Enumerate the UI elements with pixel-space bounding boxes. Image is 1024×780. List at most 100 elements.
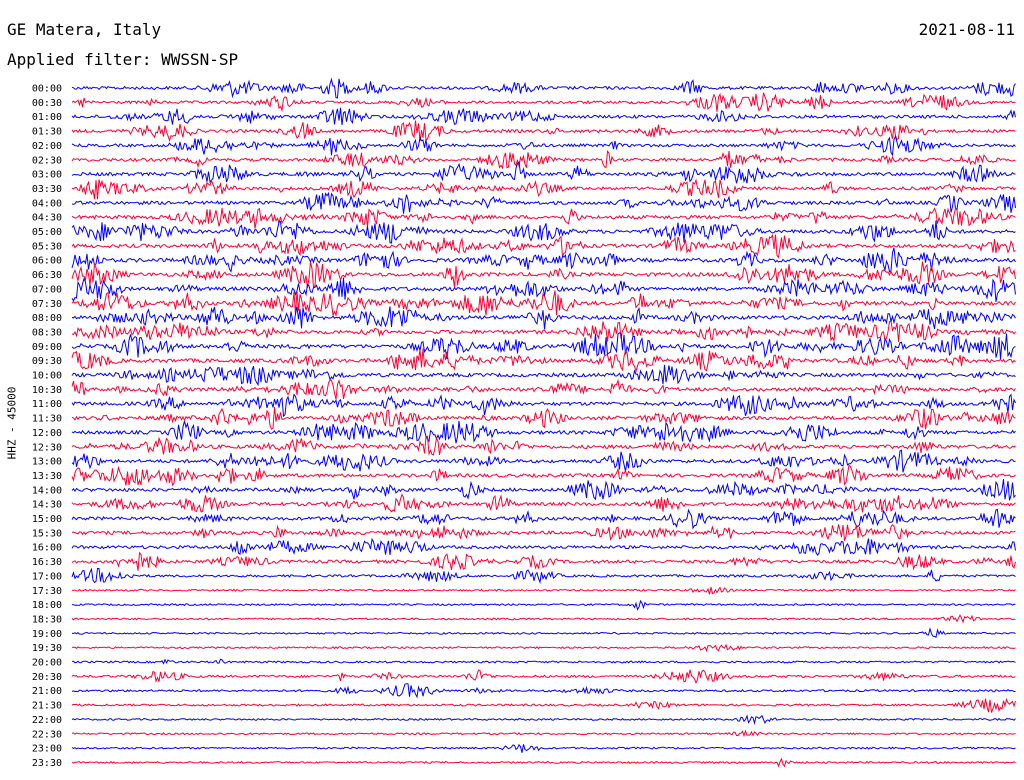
trace-line-1330 <box>71 464 1016 487</box>
trace-line-2130 <box>71 697 1016 713</box>
time-tick-label: 07:00 <box>32 284 62 295</box>
trace-line-1500 <box>71 508 1016 530</box>
trace-line-1030 <box>71 378 1016 400</box>
trace-line-1700 <box>71 567 1016 585</box>
time-tick-label: 02:00 <box>32 141 62 152</box>
trace-line-2230 <box>71 729 1016 738</box>
time-tick-label: 21:30 <box>32 701 62 712</box>
trace-line-1130 <box>71 406 1016 430</box>
trace-line-0230 <box>71 150 1016 170</box>
time-tick-label: 02:30 <box>32 155 62 166</box>
trace-line-0800 <box>71 306 1016 330</box>
time-tick-label: 13:00 <box>32 457 62 468</box>
trace-line-0000 <box>71 77 1016 99</box>
trace-line-1630 <box>71 551 1016 571</box>
time-tick-label: 18:30 <box>32 614 62 625</box>
trace-line-0330 <box>71 178 1016 200</box>
time-tick-label: 12:30 <box>32 442 62 453</box>
time-tick-label: 01:00 <box>32 112 62 123</box>
trace-line-1730 <box>72 586 1016 595</box>
trace-line-1930 <box>71 643 1016 652</box>
trace-line-0930 <box>71 348 1016 373</box>
trace-line-0630 <box>71 261 1016 289</box>
trace-line-0400 <box>71 191 1016 214</box>
time-tick-label: 03:00 <box>32 170 62 181</box>
time-tick-label: 12:00 <box>32 428 62 439</box>
time-tick-label: 18:00 <box>32 600 62 611</box>
time-tick-label: 05:30 <box>32 241 62 252</box>
trace-line-0300 <box>71 161 1016 184</box>
time-tick-label: 05:00 <box>32 227 62 238</box>
time-tick-label: 17:00 <box>32 571 62 582</box>
time-tick-label: 20:30 <box>32 672 62 683</box>
trace-line-2200 <box>71 714 1016 725</box>
time-tick-label: 00:30 <box>32 98 62 109</box>
trace-line-1600 <box>71 537 1016 556</box>
time-tick-label: 07:30 <box>32 299 62 310</box>
trace-line-1000 <box>71 364 1016 387</box>
time-tick-label: 04:30 <box>32 213 62 224</box>
time-tick-label: 11:30 <box>32 414 62 425</box>
trace-line-2100 <box>71 683 1016 699</box>
trace-line-0700 <box>71 277 1016 302</box>
trace-line-1230 <box>71 435 1016 456</box>
trace-line-0900 <box>71 332 1016 360</box>
trace-line-0130 <box>71 120 1016 143</box>
time-tick-label: 19:30 <box>32 643 62 654</box>
time-tick-label: 13:30 <box>32 471 62 482</box>
date-label: 2021-08-11 <box>918 20 1015 39</box>
trace-line-1530 <box>71 524 1016 541</box>
trace-line-0030 <box>71 92 1016 113</box>
time-tick-label: 22:00 <box>32 715 62 726</box>
trace-line-0600 <box>71 247 1016 273</box>
time-tick-label: 11:00 <box>32 399 62 410</box>
time-tick-label: 17:30 <box>32 586 62 597</box>
time-tick-label: 16:30 <box>32 557 62 568</box>
time-tick-label: 19:00 <box>32 629 62 640</box>
time-tick-label: 04:00 <box>32 198 62 209</box>
time-tick-label: 06:00 <box>32 256 62 267</box>
trace-line-1200 <box>71 420 1016 444</box>
trace-line-1900 <box>71 627 1016 638</box>
trace-line-2330 <box>71 757 1016 768</box>
time-tick-label: 00:00 <box>32 84 62 95</box>
time-tick-label: 23:30 <box>32 758 62 769</box>
time-tick-label: 06:30 <box>32 270 62 281</box>
time-tick-label: 20:00 <box>32 658 62 669</box>
trace-line-0830 <box>71 320 1016 343</box>
time-tick-label: 01:30 <box>32 127 62 138</box>
time-tick-label: 14:30 <box>32 500 62 511</box>
time-tick-label: 22:30 <box>32 729 62 740</box>
trace-line-2300 <box>71 743 1016 753</box>
trace-line-1830 <box>71 614 1016 624</box>
time-tick-label: 08:30 <box>32 327 62 338</box>
trace-line-2030 <box>71 669 1016 684</box>
station-title: GE Matera, Italy <box>7 20 162 39</box>
time-tick-label: 09:00 <box>32 342 62 353</box>
filter-label: Applied filter: WWSSN-SP <box>7 50 239 69</box>
trace-line-0730 <box>71 290 1016 318</box>
trace-line-2000 <box>71 658 1016 665</box>
time-tick-label: 09:30 <box>32 356 62 367</box>
trace-line-1300 <box>71 449 1016 473</box>
time-tick-label: 08:00 <box>32 313 62 324</box>
trace-line-1800 <box>71 599 1016 611</box>
trace-line-0430 <box>71 207 1016 229</box>
time-tick-label: 21:00 <box>32 686 62 697</box>
time-tick-label: 10:30 <box>32 385 62 396</box>
trace-line-0100 <box>71 107 1016 125</box>
time-tick-label: 15:00 <box>32 514 62 525</box>
time-tick-label: 23:00 <box>32 744 62 755</box>
trace-line-0530 <box>71 233 1016 259</box>
time-tick-label: 16:00 <box>32 543 62 554</box>
trace-line-1430 <box>71 493 1016 513</box>
trace-line-0500 <box>71 220 1016 244</box>
trace-line-1100 <box>71 393 1016 418</box>
trace-line-0200 <box>71 135 1016 157</box>
time-tick-label: 14:00 <box>32 485 62 496</box>
time-tick-label: 03:30 <box>32 184 62 195</box>
time-tick-label: 15:30 <box>32 528 62 539</box>
trace-line-1400 <box>71 479 1016 501</box>
time-tick-label: 10:00 <box>32 371 62 382</box>
